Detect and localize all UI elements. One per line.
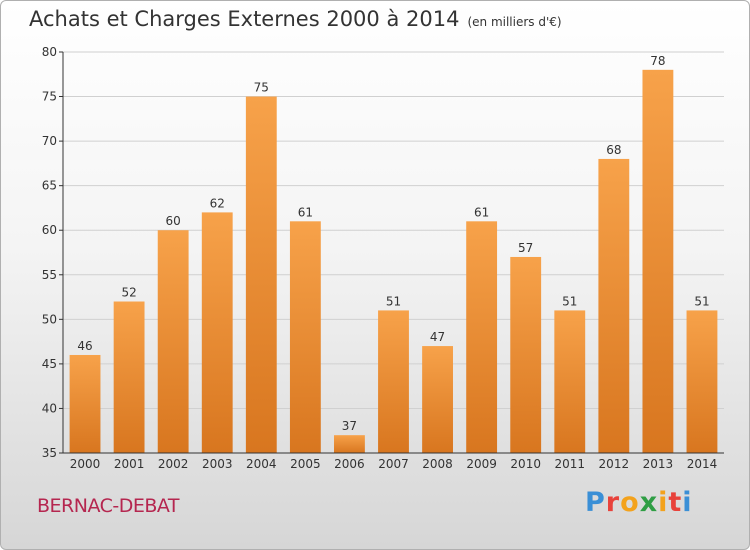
x-tick-label: 2000	[70, 457, 101, 471]
x-tick-label: 2003	[202, 457, 233, 471]
bar-value-label: 51	[386, 294, 401, 308]
logo-letter: P	[585, 487, 606, 518]
bar-value-label: 62	[210, 196, 225, 210]
chart-title: Achats et Charges Externes 2000 à 2014	[29, 7, 460, 31]
logo-letter: x	[639, 487, 659, 518]
bar-value-label: 47	[430, 330, 445, 344]
bar-value-label: 78	[650, 54, 665, 68]
bar	[642, 69, 674, 454]
y-tick-label: 50	[42, 312, 57, 326]
bar	[510, 256, 542, 453]
x-tick-label: 2002	[158, 457, 189, 471]
bar	[289, 221, 321, 453]
bar	[378, 310, 409, 453]
bar	[686, 310, 718, 453]
bar	[598, 158, 630, 453]
bar	[554, 310, 586, 453]
x-tick-label: 2007	[378, 457, 409, 471]
logo-letter: o	[620, 487, 640, 518]
x-tick-label: 2012	[599, 457, 630, 471]
x-tick-label: 2006	[334, 457, 365, 471]
bar	[334, 435, 365, 453]
y-tick-label: 70	[42, 134, 57, 148]
y-tick-label: 40	[42, 401, 57, 415]
commune-name: BERNAC-DEBAT	[37, 495, 180, 517]
bar-value-label: 75	[254, 81, 269, 95]
bar-value-label: 61	[298, 205, 313, 219]
y-tick-label: 55	[42, 268, 57, 282]
x-tick-label: 2005	[290, 457, 321, 471]
y-tick-label: 60	[42, 223, 57, 237]
bar-value-label: 57	[518, 241, 533, 255]
bar-layer: 46 52 60 62 75 61 37 51 47 61 57 51 68 78 51	[69, 54, 718, 454]
bar	[113, 301, 145, 453]
y-tick-label: 35	[42, 446, 57, 460]
bar	[245, 96, 277, 454]
bar-value-label: 52	[121, 286, 136, 300]
chart-unit: (en milliers d'€)	[467, 15, 562, 29]
logo-letter: r	[605, 487, 621, 518]
x-tick-label: 2010	[510, 457, 541, 471]
x-tick-label: 2009	[466, 457, 497, 471]
bar	[157, 230, 189, 453]
x-tick-label: 2014	[687, 457, 718, 471]
chart-title-block: Achats et Charges Externes 2000 à 2014 (e…	[29, 7, 562, 31]
bar-value-label: 37	[342, 419, 357, 433]
bar	[422, 346, 453, 453]
proxiti-logo: Proxiti	[585, 487, 693, 518]
y-tick-label: 65	[42, 179, 57, 193]
y-tick-label: 80	[42, 45, 57, 59]
x-tick-label: 2008	[422, 457, 453, 471]
y-tick-label: 45	[42, 357, 57, 371]
x-tick-label: 2004	[246, 457, 277, 471]
bar	[466, 221, 498, 453]
logo-letter: i	[682, 487, 693, 518]
y-tick-label: 75	[42, 90, 57, 104]
bar-value-label: 61	[474, 205, 489, 219]
x-tick-label: 2013	[643, 457, 674, 471]
x-tick-label: 2001	[114, 457, 145, 471]
bar-value-label: 51	[694, 294, 709, 308]
axis-layer: 35 40 45 50 55 60 65 70 75 80 2000 2001 2002 2003 2004…	[42, 45, 724, 471]
x-tick-label: 2011	[554, 457, 585, 471]
bar-value-label: 51	[562, 294, 577, 308]
bar	[201, 212, 233, 453]
bar-value-label: 68	[606, 143, 621, 157]
logo-letter: i	[658, 487, 669, 518]
bar-value-label: 60	[166, 214, 181, 228]
logo-letter: t	[668, 487, 683, 518]
bar-value-label: 46	[77, 339, 92, 353]
bar	[69, 354, 101, 453]
